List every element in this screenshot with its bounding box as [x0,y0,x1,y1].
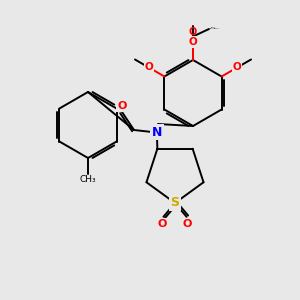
Text: O: O [117,101,127,111]
Text: O: O [183,219,192,229]
Text: O: O [158,219,167,229]
Text: S: S [170,196,179,209]
Text: methoxy: methoxy [214,27,220,28]
Text: N: N [152,125,162,139]
Text: CH₃: CH₃ [80,175,96,184]
Text: O: O [189,27,197,37]
Text: O: O [233,62,242,73]
Text: O: O [145,62,153,73]
Text: methyl: methyl [211,27,216,28]
Text: methoxy: methoxy [210,28,216,29]
Text: O: O [189,37,197,47]
